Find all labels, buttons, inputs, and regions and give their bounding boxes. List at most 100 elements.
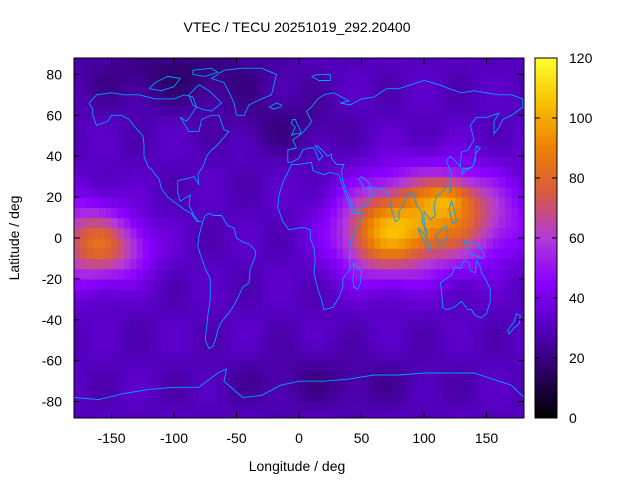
heatmap-cell: [424, 319, 431, 331]
heatmap-cell: [380, 105, 388, 116]
heatmap-cell: [280, 340, 288, 352]
heatmap-cell: [74, 125, 81, 137]
heatmap-cell: [130, 299, 138, 311]
heatmap-cell: [124, 401, 131, 413]
heatmap-cell: [505, 289, 513, 300]
heatmap-cell: [149, 115, 156, 127]
heatmap-cell: [499, 186, 506, 198]
heatmap-cell: [261, 299, 269, 311]
heatmap-cell: [255, 125, 263, 137]
heatmap-cell: [274, 391, 281, 403]
heatmap-cell: [292, 74, 300, 86]
heatmap-cell: [361, 166, 369, 178]
heatmap-cell: [430, 217, 438, 229]
heatmap-cell: [449, 268, 456, 280]
heatmap-cell: [392, 289, 400, 300]
heatmap-cell: [305, 289, 313, 300]
heatmap-cell: [274, 401, 281, 413]
heatmap-cell: [411, 381, 419, 393]
heatmap-cell: [205, 370, 213, 382]
heatmap-cell: [380, 217, 388, 229]
heatmap-cell: [374, 360, 381, 372]
heatmap-cell: [436, 156, 444, 168]
heatmap-cell: [217, 125, 225, 137]
heatmap-cell: [242, 64, 250, 75]
heatmap-cell: [505, 248, 513, 260]
heatmap-cell: [461, 156, 469, 168]
heatmap-cell: [367, 135, 375, 147]
heatmap-cell: [174, 268, 181, 280]
heatmap-cell: [186, 197, 194, 208]
heatmap-cell: [230, 248, 238, 260]
heatmap-cell: [367, 391, 375, 403]
heatmap-cell: [149, 248, 156, 260]
heatmap-cell: [299, 207, 306, 219]
heatmap-cell: [161, 94, 169, 106]
heatmap-cell: [330, 197, 338, 208]
heatmap-cell: [361, 401, 369, 413]
heatmap-cell: [436, 135, 444, 147]
heatmap-cell: [205, 166, 213, 178]
heatmap-cell: [224, 370, 231, 382]
heatmap-cell: [186, 74, 194, 86]
heatmap-cell: [392, 309, 400, 321]
heatmap-cell: [399, 207, 406, 219]
heatmap-cell: [136, 370, 144, 382]
heatmap-cell: [374, 145, 381, 157]
heatmap-cell: [230, 135, 238, 147]
heatmap-cell: [124, 340, 131, 352]
heatmap-cell: [136, 340, 144, 352]
heatmap-cell: [367, 197, 375, 208]
heatmap-cell: [242, 340, 250, 352]
heatmap-cell: [311, 227, 319, 239]
heatmap-cell: [286, 217, 294, 229]
heatmap-cell: [205, 330, 213, 341]
heatmap-cell: [449, 74, 456, 86]
heatmap-cell: [336, 217, 344, 229]
heatmap-cell: [511, 258, 519, 270]
heatmap-cell: [480, 186, 488, 198]
heatmap-cell: [424, 135, 431, 147]
heatmap-cell: [205, 248, 213, 260]
heatmap-cell: [336, 278, 344, 290]
heatmap-cell: [374, 217, 381, 229]
heatmap-cell: [99, 145, 106, 157]
heatmap-cell: [180, 248, 188, 260]
heatmap-cell: [361, 227, 369, 239]
y-tick-label: 80: [46, 66, 62, 82]
heatmap-cell: [380, 135, 388, 147]
heatmap-cell: [161, 258, 169, 270]
heatmap-cell: [492, 115, 500, 127]
heatmap-cell: [349, 64, 356, 75]
heatmap-cell: [142, 330, 150, 341]
heatmap-cell: [467, 289, 475, 300]
heatmap-cell: [117, 207, 125, 219]
heatmap-cell: [467, 360, 475, 372]
heatmap-cell: [117, 84, 125, 96]
heatmap-cell: [224, 381, 231, 393]
heatmap-cell: [336, 340, 344, 352]
heatmap-cell: [124, 64, 131, 75]
heatmap-cell: [242, 401, 250, 413]
x-tick-label: 50: [354, 430, 370, 446]
heatmap-cell: [167, 115, 175, 127]
heatmap-cell: [286, 227, 294, 239]
heatmap-cell: [292, 156, 300, 168]
heatmap-cell: [111, 156, 119, 168]
heatmap-cell: [142, 105, 150, 116]
heatmap-cell: [136, 360, 144, 372]
heatmap-cell: [424, 401, 431, 413]
heatmap-cell: [330, 268, 338, 280]
heatmap-cell: [267, 156, 275, 168]
heatmap-cell: [211, 350, 219, 362]
heatmap-cell: [317, 258, 325, 270]
heatmap-cell: [386, 381, 394, 393]
heatmap-cell: [255, 248, 263, 260]
heatmap-cell: [217, 340, 225, 352]
heatmap-cell: [336, 248, 344, 260]
heatmap-cell: [511, 330, 519, 341]
heatmap-cell: [517, 248, 524, 260]
heatmap-cell: [311, 411, 319, 418]
heatmap-cell: [280, 58, 288, 65]
heatmap-cell: [99, 58, 106, 65]
